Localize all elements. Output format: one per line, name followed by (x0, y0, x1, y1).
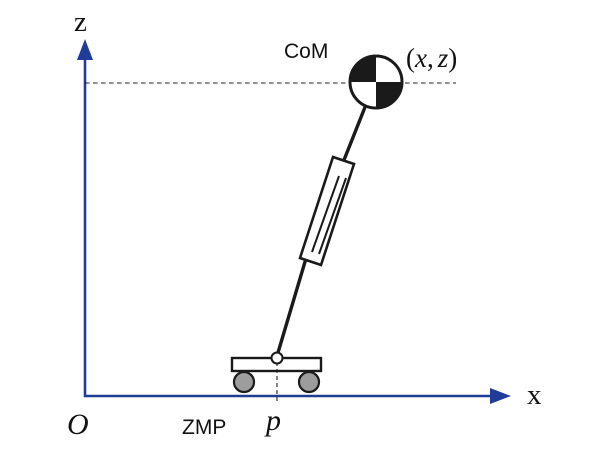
zmp-label: ZMP (182, 416, 226, 439)
com-coord-x: x (414, 43, 427, 73)
com-ball (348, 54, 404, 110)
z-axis-label: z (74, 6, 87, 38)
com-coordinates-label: (x, z) (406, 43, 457, 73)
cart-wheel-right (297, 370, 321, 394)
x-axis-arrowhead (490, 388, 511, 404)
com-label: CoM (284, 40, 328, 63)
zmp-symbol: p (264, 404, 281, 437)
pendulum-rod-lower (275, 244, 312, 357)
origin-label: O (67, 408, 89, 441)
z-axis-arrowhead (77, 39, 93, 60)
com-coord-open: ( (406, 43, 415, 73)
cart-wheel-left (232, 370, 256, 394)
pivot-joint (270, 351, 284, 365)
axes (77, 39, 511, 404)
com-coord-z: z (437, 43, 449, 73)
com-coord-separator: , (427, 43, 434, 73)
x-axis-label: x (527, 379, 542, 411)
telescopic-sleeve (298, 155, 356, 267)
com-coord-close: ) (448, 43, 457, 73)
